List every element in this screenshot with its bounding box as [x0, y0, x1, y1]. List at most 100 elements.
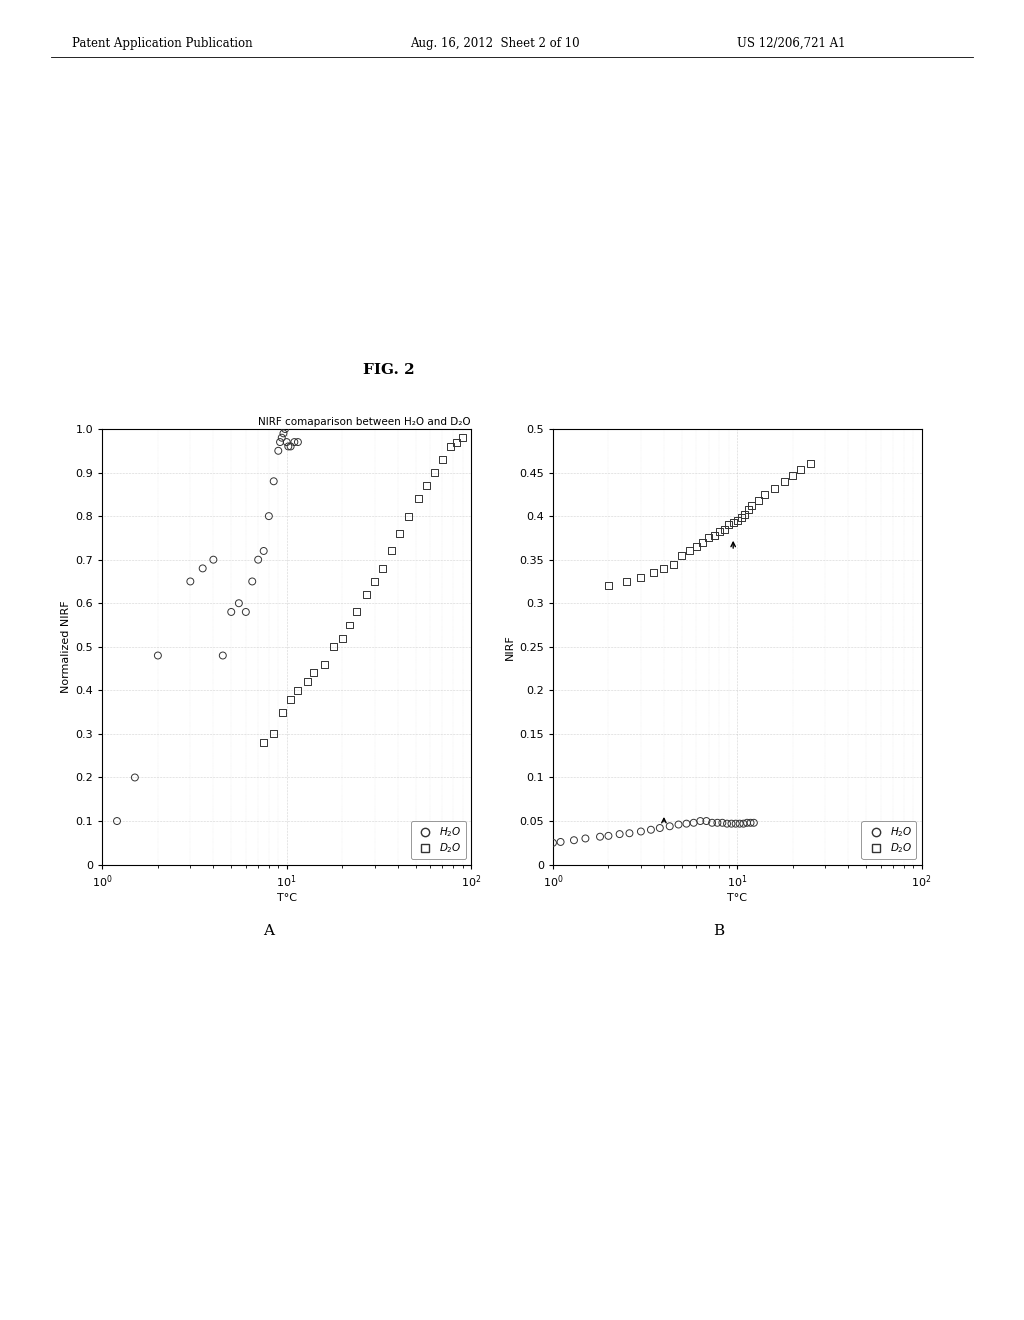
Point	[261, 506, 278, 527]
Point	[723, 813, 739, 834]
Point	[400, 506, 417, 527]
Point	[283, 689, 299, 710]
Point	[592, 826, 608, 847]
Point	[334, 627, 350, 648]
Point	[727, 813, 743, 834]
Point	[109, 810, 125, 832]
Point	[666, 553, 682, 574]
Point	[743, 495, 760, 516]
Point	[195, 558, 211, 579]
Text: Patent Application Publication: Patent Application Publication	[72, 37, 252, 50]
Point	[600, 825, 616, 846]
Point	[692, 810, 709, 832]
Point	[719, 813, 735, 834]
Point	[265, 723, 282, 744]
Point	[281, 436, 297, 457]
Point	[271, 432, 288, 453]
Point	[707, 525, 723, 546]
Point	[714, 812, 730, 833]
Point	[244, 570, 260, 591]
Point	[611, 824, 628, 845]
Point	[756, 483, 772, 504]
Point	[688, 536, 705, 557]
X-axis label: T°C: T°C	[276, 894, 297, 903]
Point	[230, 593, 247, 614]
Point	[418, 475, 434, 496]
Point	[326, 636, 342, 657]
Text: NIRF comaparison between H₂O and D₂O: NIRF comaparison between H₂O and D₂O	[258, 417, 471, 426]
Point	[618, 570, 635, 591]
Point	[265, 471, 282, 492]
Point	[552, 832, 568, 853]
Y-axis label: Normalized NIRF: Normalized NIRF	[61, 601, 72, 693]
Point	[716, 519, 732, 540]
Point	[578, 828, 594, 849]
Point	[275, 422, 292, 444]
Point	[712, 521, 728, 543]
Point	[733, 507, 750, 528]
Point	[279, 432, 295, 453]
Point	[316, 653, 333, 675]
Point	[150, 645, 166, 667]
Point	[383, 540, 399, 561]
Point	[685, 812, 701, 833]
Point	[348, 602, 365, 623]
Point	[725, 512, 741, 533]
Point	[622, 822, 638, 843]
Text: FIG. 2: FIG. 2	[364, 363, 415, 378]
Point	[803, 453, 819, 474]
Point	[127, 767, 143, 788]
Point	[633, 566, 649, 587]
Point	[739, 812, 756, 833]
Point	[215, 645, 231, 667]
Point	[250, 549, 266, 570]
Point	[274, 702, 291, 723]
Point	[342, 615, 358, 636]
Point	[710, 812, 726, 833]
Text: A: A	[263, 924, 273, 939]
Point	[286, 432, 302, 453]
Point	[694, 532, 711, 553]
Point	[736, 504, 753, 525]
Point	[678, 813, 694, 834]
Point	[367, 570, 383, 591]
Point	[671, 814, 687, 836]
Point	[566, 830, 583, 851]
X-axis label: T°C: T°C	[727, 894, 748, 903]
Text: US 12/206,721 A1: US 12/206,721 A1	[737, 37, 846, 50]
Point	[290, 432, 306, 453]
Point	[651, 817, 668, 838]
Point	[256, 540, 272, 561]
Point	[358, 583, 375, 605]
Point	[643, 820, 659, 841]
Point	[698, 810, 715, 832]
Point	[270, 441, 287, 462]
Point	[745, 812, 762, 833]
Point	[645, 562, 662, 583]
Point	[223, 602, 240, 623]
Point	[256, 733, 272, 754]
Point	[751, 490, 767, 511]
Point	[674, 545, 690, 566]
Text: B: B	[714, 924, 724, 939]
Point	[700, 527, 717, 548]
Point	[455, 428, 471, 449]
Point	[276, 418, 293, 440]
Point	[447, 432, 464, 453]
Point	[731, 813, 748, 834]
Y-axis label: NIRF: NIRF	[505, 634, 515, 660]
Point	[740, 499, 757, 520]
Point	[273, 428, 290, 449]
Point	[545, 833, 561, 854]
Point	[411, 488, 427, 510]
Point	[205, 549, 221, 570]
Point	[721, 515, 737, 536]
Point	[305, 663, 322, 684]
Point	[767, 478, 783, 499]
Point	[793, 459, 809, 480]
Point	[426, 462, 442, 483]
Point	[776, 471, 793, 492]
Point	[290, 680, 306, 701]
Point	[729, 510, 745, 531]
Point	[742, 812, 759, 833]
